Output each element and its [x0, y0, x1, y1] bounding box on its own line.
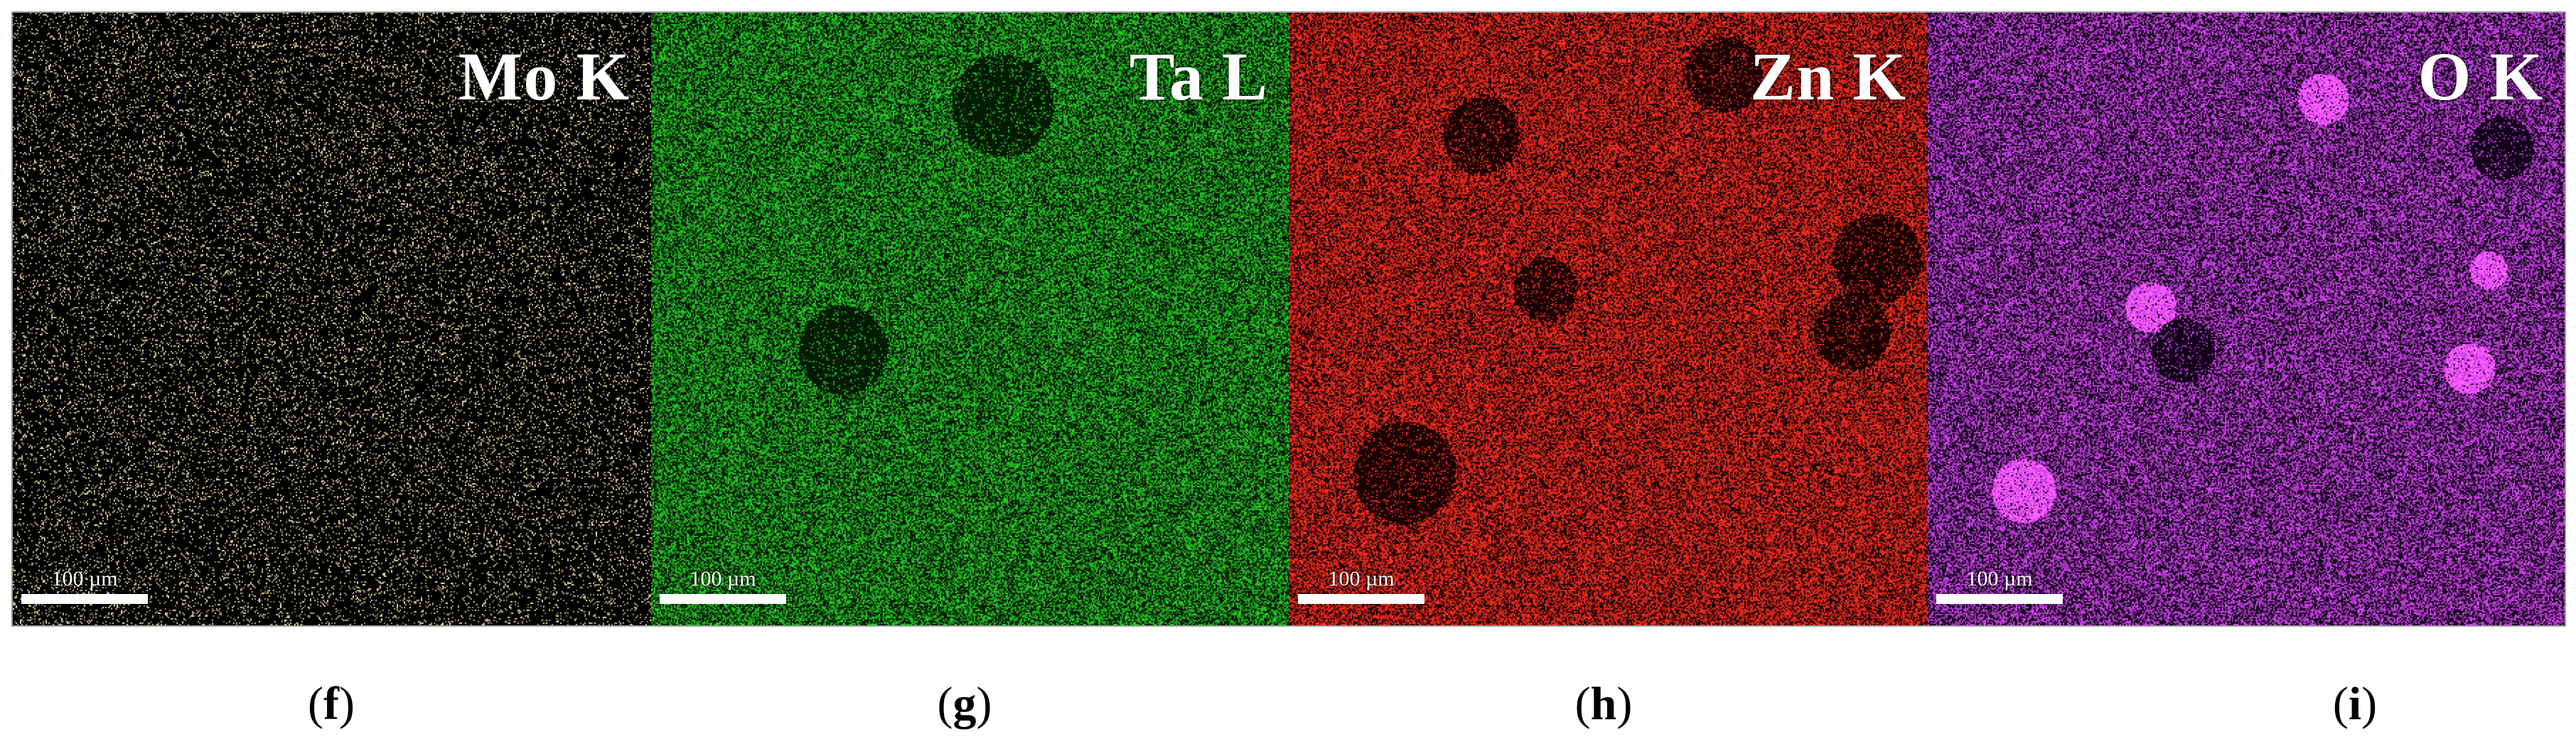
panel-caption-f: (f)	[308, 678, 355, 730]
caption-letter: f	[323, 678, 339, 730]
scale-bar-line	[1298, 594, 1424, 604]
scale-bar: 100 µm	[21, 568, 148, 604]
scale-bar: 100 µm	[1298, 568, 1424, 604]
caption-letter: i	[2348, 678, 2362, 730]
mo-k-map-image	[13, 13, 651, 625]
element-label: Mo K	[458, 38, 630, 114]
element-label: O K	[2417, 38, 2543, 114]
element-label: Zn K	[1749, 38, 1906, 114]
caption-letter: g	[952, 678, 977, 730]
scale-bar-label: 100 µm	[51, 567, 118, 590]
panel-caption-i: (i)	[2332, 678, 2378, 730]
panel-caption-h: (h)	[1574, 678, 1633, 730]
scale-bar-line	[21, 594, 148, 604]
eds-map-strip: Mo K 100 µm Ta L 100 µm Zn K 100 µm O K …	[11, 11, 2566, 627]
o-k-map-image	[1928, 13, 2565, 625]
o-k-map-panel: O K 100 µm	[1928, 13, 2565, 625]
scale-bar-label: 100 µm	[1328, 567, 1395, 590]
mo-k-map-panel: Mo K 100 µm	[13, 13, 651, 625]
caption-letter: h	[1590, 678, 1617, 730]
scale-bar: 100 µm	[1936, 568, 2063, 604]
ta-l-map-image	[651, 13, 1289, 625]
scale-bar: 100 µm	[660, 568, 786, 604]
ta-l-map-panel: Ta L 100 µm	[651, 13, 1289, 625]
panel-caption-g: (g)	[937, 678, 992, 730]
zn-k-map-image	[1289, 13, 1928, 625]
element-label: Ta L	[1129, 38, 1268, 114]
scale-bar-label: 100 µm	[1966, 567, 2033, 590]
scale-bar-line	[660, 594, 786, 604]
zn-k-map-panel: Zn K 100 µm	[1289, 13, 1928, 625]
scale-bar-line	[1936, 594, 2063, 604]
scale-bar-label: 100 µm	[689, 567, 756, 590]
